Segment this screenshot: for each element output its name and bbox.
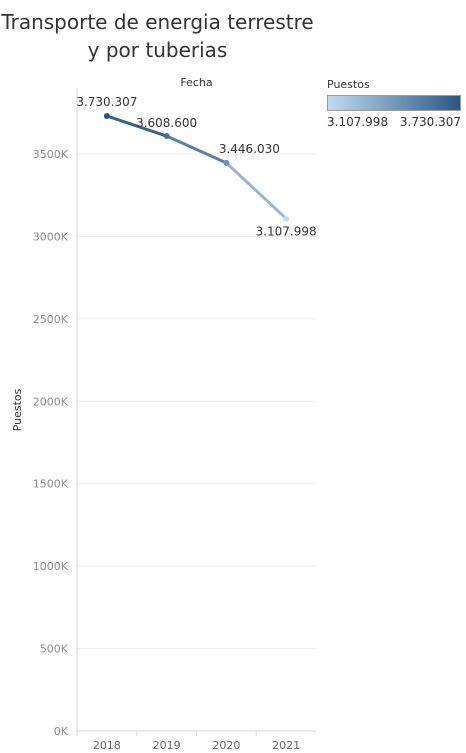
x-tick-label: 2019 — [153, 739, 181, 752]
y-tick-label: 3500K — [33, 148, 69, 161]
data-label: 3.730.307 — [76, 95, 137, 109]
column-header: Fecha — [180, 76, 212, 89]
series-line-segment — [165, 134, 228, 165]
data-point — [283, 215, 290, 222]
y-tick-label: 2500K — [33, 313, 69, 326]
chart-title-line-1: Transporte de energia terrestre — [1, 10, 314, 34]
legend-max-label: 3.730.307 — [399, 115, 461, 129]
y-tick-label: 1500K — [33, 478, 69, 491]
y-tick-label: 3000K — [33, 230, 69, 243]
series-line-segment — [224, 161, 288, 221]
x-tick-label: 2020 — [212, 739, 240, 752]
chart-title: Transporte de energia terrestre y por tu… — [0, 8, 315, 64]
x-tick-label: 2018 — [93, 739, 121, 752]
data-point — [223, 159, 230, 166]
data-label: 3.107.998 — [256, 225, 317, 239]
data-label: 3.608.600 — [136, 116, 197, 130]
chart-title-line-2: y por tuberias — [87, 38, 228, 62]
y-axis-title: Puestos — [11, 388, 24, 431]
data-label: 3.446.030 — [219, 142, 280, 156]
x-tick-label: 2021 — [272, 739, 300, 752]
legend-gradient-bar — [327, 95, 461, 111]
data-point — [163, 133, 170, 140]
series-line-segment — [105, 114, 169, 138]
legend-title: Puestos — [327, 78, 370, 91]
color-legend[interactable]: Puestos 3.107.998 3.730.307 — [327, 78, 463, 129]
y-tick-label: 0K — [54, 725, 69, 738]
data-point — [103, 112, 110, 119]
legend-min-label: 3.107.998 — [327, 115, 389, 129]
y-tick-label: 500K — [40, 643, 69, 656]
y-tick-label: 2000K — [33, 395, 69, 408]
legend-range-labels: 3.107.998 3.730.307 — [327, 115, 461, 129]
y-tick-label: 1000K — [33, 560, 69, 573]
